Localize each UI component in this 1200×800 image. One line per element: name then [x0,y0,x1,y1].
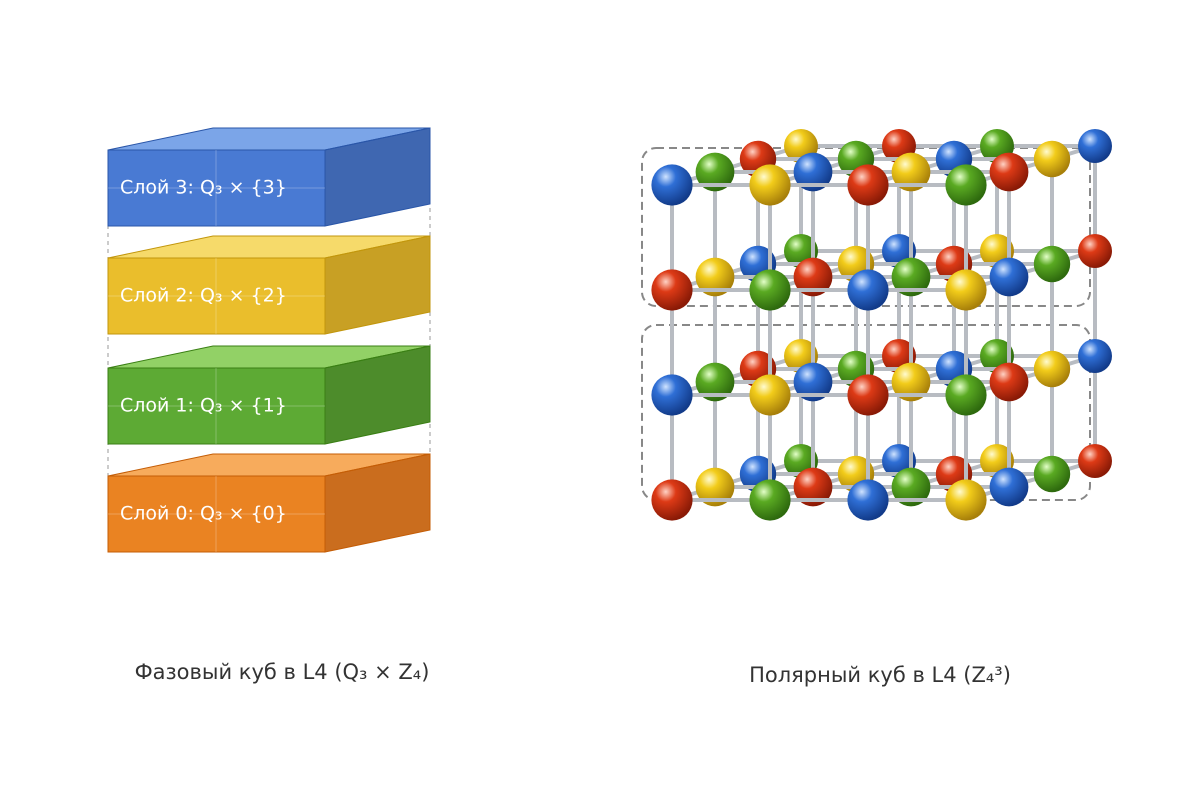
node [989,152,1029,192]
node [651,479,693,521]
node [793,257,833,297]
node [793,467,833,507]
slab-front [107,367,326,445]
node [793,152,833,192]
node [1078,444,1112,478]
node [891,152,931,192]
node [989,257,1029,297]
node [989,362,1029,402]
node [847,164,889,206]
node [891,467,931,507]
node [847,374,889,416]
layer-label: Слой 2: Q₃ × {2} [120,285,287,307]
polar-cube [641,129,1112,521]
node [1078,234,1112,268]
node [847,479,889,521]
node [945,164,987,206]
node [651,164,693,206]
node [1033,140,1071,178]
node [695,257,735,297]
node [945,479,987,521]
slab-front [107,149,326,227]
slab-front [107,257,326,335]
node [945,269,987,311]
node [695,467,735,507]
node [793,362,833,402]
node [749,164,791,206]
node [749,374,791,416]
node [651,269,693,311]
node [847,269,889,311]
node [1078,339,1112,373]
phase-caption: Фазовый куб в L4 (Q₃ × Z₄) [135,660,430,684]
layer-label: Слой 1: Q₃ × {1} [120,395,287,417]
slab-front [107,475,326,553]
phase-cube: Слой 3: Q₃ × {3} Слой 2: Q₃ × {2} Слой 1: … [107,127,431,553]
node [989,467,1029,507]
node [1033,245,1071,283]
node [945,374,987,416]
node [749,269,791,311]
layer-label: Слой 0: Q₃ × {0} [120,503,287,525]
node [1078,129,1112,163]
node [1033,455,1071,493]
node [695,152,735,192]
node [891,362,931,402]
node [749,479,791,521]
node [891,257,931,297]
node [695,362,735,402]
layer-label: Слой 3: Q₃ × {3} [120,177,287,199]
node [1033,350,1071,388]
node [651,374,693,416]
polar-caption: Полярный куб в L4 (Z₄³) [749,663,1011,687]
